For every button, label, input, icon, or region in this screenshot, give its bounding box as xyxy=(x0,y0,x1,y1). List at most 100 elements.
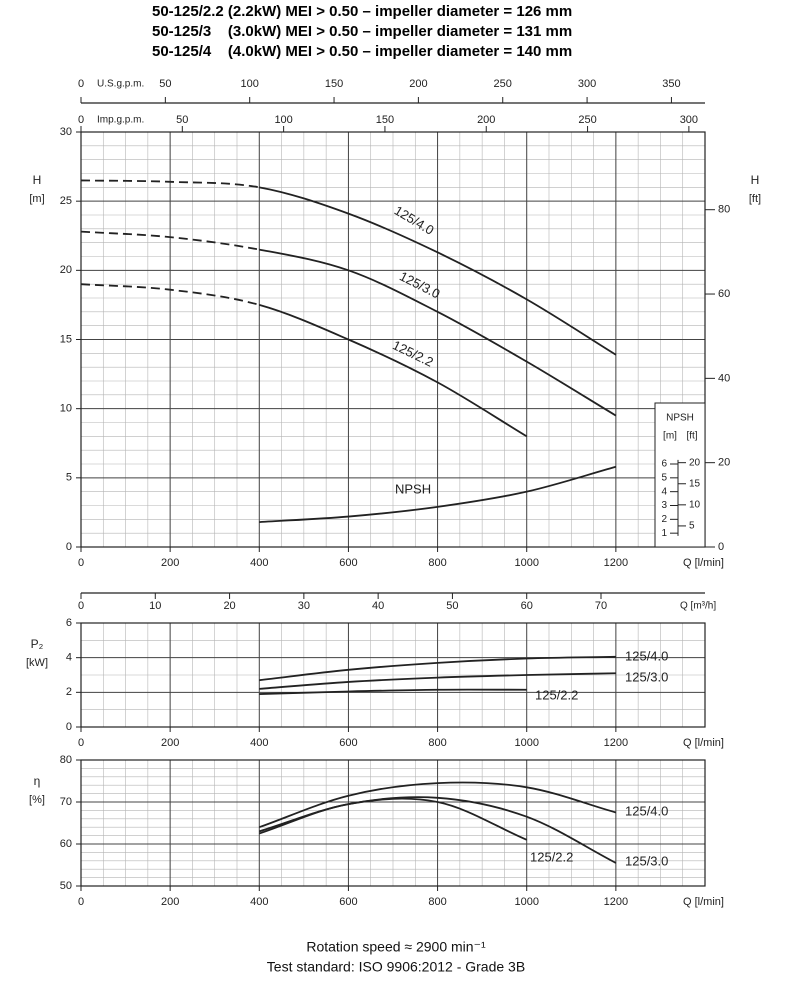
npsh-unit: [m] xyxy=(663,431,677,442)
curve-label: 125/3.0 xyxy=(625,853,668,868)
y-tick-label: 30 xyxy=(60,126,72,138)
npsh-ft-tick-label: 10 xyxy=(689,499,701,510)
npsh-ft-tick-label: 15 xyxy=(689,478,701,489)
y-tick-label: 80 xyxy=(60,754,72,766)
curve-label: 125/2.2 xyxy=(535,687,578,702)
y-tick-label: 15 xyxy=(60,333,72,345)
y2-tick-label: 60 xyxy=(718,288,730,300)
curve-dashed xyxy=(80,179,260,189)
y-tick-label: 10 xyxy=(60,403,72,415)
y-tick-label: 4 xyxy=(66,652,72,664)
npsh-unit: [ft] xyxy=(686,431,697,442)
top-axis-tick-label: 350 xyxy=(662,78,680,90)
x-tick-label: 600 xyxy=(339,557,357,569)
x-tick-label: 400 xyxy=(250,737,268,749)
curve xyxy=(259,797,528,841)
top-axis-tick-label: 300 xyxy=(578,78,596,90)
curve xyxy=(259,186,617,356)
x-tick-label: 1000 xyxy=(514,737,538,749)
top-axis-tick-label: 150 xyxy=(325,78,343,90)
top-axis-label: U.S.g.p.m. xyxy=(97,79,144,90)
y2-axis-label: [ft] xyxy=(749,193,761,205)
x-tick-label: 400 xyxy=(250,896,268,908)
curve xyxy=(258,781,617,829)
npsh-m-tick-label: 6 xyxy=(661,459,667,470)
top-axis-tick-label: 50 xyxy=(446,600,458,612)
curve-label: 125/4.0 xyxy=(625,803,668,818)
y-tick-label: 70 xyxy=(60,796,72,808)
y2-tick-label: 80 xyxy=(718,204,730,216)
title-line: 50-125/3 (3.0kW) MEI > 0.50 – impeller d… xyxy=(152,23,572,40)
top-axis-tick-label: 200 xyxy=(409,78,427,90)
title-line: 50-125/2.2 (2.2kW) MEI > 0.50 – impeller… xyxy=(152,3,572,20)
y2-tick-label: 0 xyxy=(718,541,724,553)
x-tick-label: 800 xyxy=(428,557,446,569)
top-axis-label: Q [m³/h] xyxy=(680,601,716,612)
x-axis-label: Q [l/min] xyxy=(683,896,724,908)
x-tick-label: 0 xyxy=(78,896,84,908)
y-tick-label: 50 xyxy=(60,880,72,892)
curve-label: 125/2.2 xyxy=(530,849,573,864)
y-tick-label: 6 xyxy=(66,617,72,629)
footer-line: Rotation speed ≈ 2900 min⁻¹ xyxy=(306,939,486,955)
top-axis-tick-label: 250 xyxy=(578,114,596,126)
top-axis-tick-label: 200 xyxy=(477,114,495,126)
npsh-title: NPSH xyxy=(666,413,694,424)
curve-label: 125/4.0 xyxy=(625,648,668,663)
top-axis-tick-label: 70 xyxy=(595,600,607,612)
npsh-box xyxy=(654,402,706,548)
y-axis-label: [kW] xyxy=(26,657,48,669)
y-tick-label: 60 xyxy=(60,838,72,850)
y2-axis-label: H xyxy=(751,173,760,187)
x-tick-label: 800 xyxy=(428,737,446,749)
top-axis-tick-label: 0 xyxy=(78,600,84,612)
npsh-m-tick-label: 1 xyxy=(661,528,667,539)
x-tick-label: 200 xyxy=(161,557,179,569)
curve xyxy=(259,304,528,438)
curve-label: NPSH xyxy=(395,481,431,496)
curve xyxy=(259,672,616,690)
npsh-m-tick-label: 4 xyxy=(661,486,667,497)
curve xyxy=(259,465,617,523)
x-tick-label: 600 xyxy=(339,896,357,908)
top-axis-tick-label: 0 xyxy=(78,114,84,126)
y-axis-label: [%] xyxy=(29,794,45,806)
x-axis-label: Q [l/min] xyxy=(683,557,724,569)
y2-tick-label: 40 xyxy=(718,372,730,384)
x-tick-label: 1000 xyxy=(514,557,538,569)
y2-tick-label: 20 xyxy=(718,457,730,469)
top-axis-tick-label: 100 xyxy=(241,78,259,90)
y-axis-label: P₂ xyxy=(31,637,44,651)
top-axis-tick-label: 250 xyxy=(494,78,512,90)
y-tick-label: 0 xyxy=(66,541,72,553)
top-axis-tick-label: 60 xyxy=(521,600,533,612)
x-tick-label: 200 xyxy=(161,737,179,749)
curve xyxy=(259,688,527,695)
npsh-ft-tick-label: 20 xyxy=(689,457,701,468)
y-tick-label: 5 xyxy=(66,472,72,484)
x-tick-label: 0 xyxy=(78,737,84,749)
y-tick-label: 20 xyxy=(60,264,72,276)
x-tick-label: 600 xyxy=(339,737,357,749)
npsh-m-tick-label: 5 xyxy=(661,472,667,483)
y-tick-label: 0 xyxy=(66,721,72,733)
top-axis-label: Imp.g.p.m. xyxy=(97,115,144,126)
curve-dashed xyxy=(80,230,260,251)
y-axis-label: H xyxy=(33,173,42,187)
plot-border xyxy=(80,759,706,887)
top-axis-tick-label: 300 xyxy=(680,114,698,126)
y-axis-label: η xyxy=(34,774,41,788)
footer-line: Test standard: ISO 9906:2012 - Grade 3B xyxy=(267,959,525,975)
x-tick-label: 800 xyxy=(428,896,446,908)
y-tick-label: 25 xyxy=(60,195,72,207)
top-axis-tick-label: 150 xyxy=(376,114,394,126)
npsh-m-tick-label: 2 xyxy=(661,514,667,525)
x-tick-label: 0 xyxy=(78,557,84,569)
curve xyxy=(259,248,617,417)
title-line: 50-125/4 (4.0kW) MEI > 0.50 – impeller d… xyxy=(152,43,572,60)
top-axis-tick-label: 20 xyxy=(223,600,235,612)
npsh-ft-tick-label: 5 xyxy=(689,521,695,532)
y-tick-label: 2 xyxy=(66,686,72,698)
